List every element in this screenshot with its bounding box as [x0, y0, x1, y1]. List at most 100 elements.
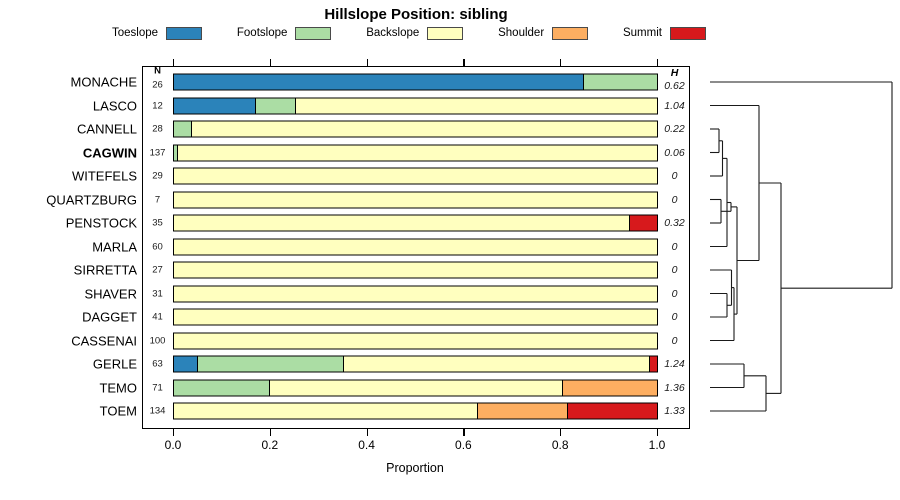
x-tick-bottom	[560, 429, 562, 436]
x-tick-top	[269, 59, 271, 66]
bar-segment-backslope	[191, 121, 657, 137]
n-value: 26	[152, 79, 163, 91]
row-label-quartzburg: QUARTZBURG	[46, 192, 137, 207]
h-value: 1.33	[664, 405, 685, 417]
bar-segment-summit	[649, 356, 657, 372]
h-column-header: H	[670, 67, 679, 79]
row-label-dagget: DAGGET	[82, 309, 137, 325]
stacked-bar-quartzburg	[173, 191, 658, 208]
stacked-bar-gerle	[173, 355, 658, 373]
stacked-bar-temo	[173, 379, 658, 396]
bar-segment-backslope	[174, 239, 657, 254]
stacked-bar-toem	[173, 402, 658, 420]
legend-label: Footslope	[236, 27, 288, 39]
legend-item-footslope: Footslope	[236, 26, 332, 40]
stacked-bar-dagget	[173, 308, 658, 326]
row-label-lasco: LASCO	[92, 98, 137, 113]
h-value: 1.24	[664, 358, 685, 370]
stacked-bar-marla	[173, 238, 658, 255]
x-tick-label: 0.6	[455, 438, 472, 452]
legend-swatch-icon	[552, 26, 589, 40]
n-value: 41	[152, 311, 163, 323]
bar-segment-toeslope	[174, 356, 198, 372]
x-tick-label: 1.0	[648, 438, 666, 452]
bar-segment-footslope	[197, 356, 344, 372]
bar-segment-shoulder	[476, 403, 567, 419]
chart-title: Hillslope Position: sibling	[324, 6, 508, 23]
h-value: 0	[671, 311, 678, 323]
bar-segment-backslope	[174, 192, 657, 207]
h-value: 0.06	[664, 146, 685, 159]
bar-segment-backslope	[177, 145, 657, 160]
bar-segment-footslope	[174, 380, 270, 395]
x-tick-bottom	[366, 429, 368, 436]
x-tick-bottom	[463, 429, 465, 436]
bar-segment-shoulder	[561, 380, 657, 395]
n-value: 28	[152, 123, 163, 135]
h-value: 0.22	[664, 123, 685, 135]
h-value: 1.36	[664, 381, 685, 394]
n-column-header: N	[154, 65, 161, 77]
n-value: 63	[152, 358, 163, 370]
row-label-temo: TEMO	[99, 380, 137, 395]
bar-segment-toeslope	[174, 74, 583, 90]
h-value: 1.04	[664, 99, 685, 112]
x-tick-top	[463, 59, 465, 66]
legend-swatch-icon	[669, 26, 706, 40]
stacked-bar-sirretta	[173, 261, 658, 279]
row-label-cagwin: CAGWIN	[82, 145, 137, 160]
n-value: 7	[154, 194, 161, 205]
n-value: 31	[152, 288, 163, 299]
x-tick-top	[560, 59, 562, 66]
legend-label: Backslope	[366, 27, 420, 39]
legend-item-shoulder: Shoulder	[498, 26, 589, 40]
row-label-cannell: CANNELL	[77, 121, 137, 137]
bar-segment-footslope	[174, 121, 192, 137]
bar-segment-backslope	[343, 356, 650, 372]
bar-segment-backslope	[174, 309, 657, 325]
row-label-witefels: WITEFELS	[71, 168, 137, 184]
x-tick-top	[366, 59, 368, 66]
x-tick-top	[173, 59, 175, 66]
bar-segment-toeslope	[174, 98, 255, 113]
n-value: 12	[152, 100, 163, 111]
x-tick-label: 0.2	[261, 438, 279, 452]
legend-swatch-icon	[166, 26, 203, 40]
row-label-marla: MARLA	[92, 239, 137, 254]
bar-segment-backslope	[174, 286, 657, 301]
stacked-bar-monache	[173, 73, 658, 91]
row-label-gerle: GERLE	[92, 356, 137, 372]
bar-segment-backslope	[174, 168, 657, 184]
h-value: 0.32	[664, 217, 685, 229]
row-label-cassenai: CASSENAI	[71, 333, 137, 348]
x-tick-label: 0.4	[358, 438, 375, 452]
n-value: 60	[152, 241, 163, 252]
n-value: 71	[152, 382, 163, 393]
x-tick-bottom	[269, 429, 271, 436]
n-value: 137	[149, 147, 166, 158]
legend-swatch-icon	[427, 26, 464, 40]
x-tick-label: 0.0	[164, 438, 182, 452]
legend-label: Summit	[622, 27, 662, 39]
h-value: 0	[671, 334, 678, 347]
bar-segment-footslope	[582, 74, 657, 90]
bar-segment-backslope	[174, 403, 477, 419]
stacked-bar-cassenai	[173, 332, 658, 349]
row-label-sirretta: SIRRETTA	[73, 262, 137, 278]
stacked-bar-cannell	[173, 120, 658, 138]
h-value: 0	[671, 264, 678, 276]
row-label-toem: TOEM	[99, 403, 137, 419]
n-value: 29	[152, 170, 163, 182]
x-tick-bottom	[173, 429, 175, 436]
stacked-bar-cagwin	[173, 144, 658, 161]
legend-swatch-icon	[295, 26, 332, 40]
n-value: 134	[149, 405, 166, 417]
bar-segment-footslope	[174, 145, 178, 160]
row-label-shaver: SHAVER	[84, 286, 138, 301]
stacked-bar-shaver	[173, 285, 658, 302]
legend-item-backslope: Backslope	[366, 26, 464, 40]
h-value: 0.62	[664, 80, 685, 92]
legend-item-toeslope: Toeslope	[112, 26, 203, 40]
bar-segment-backslope	[294, 98, 657, 113]
